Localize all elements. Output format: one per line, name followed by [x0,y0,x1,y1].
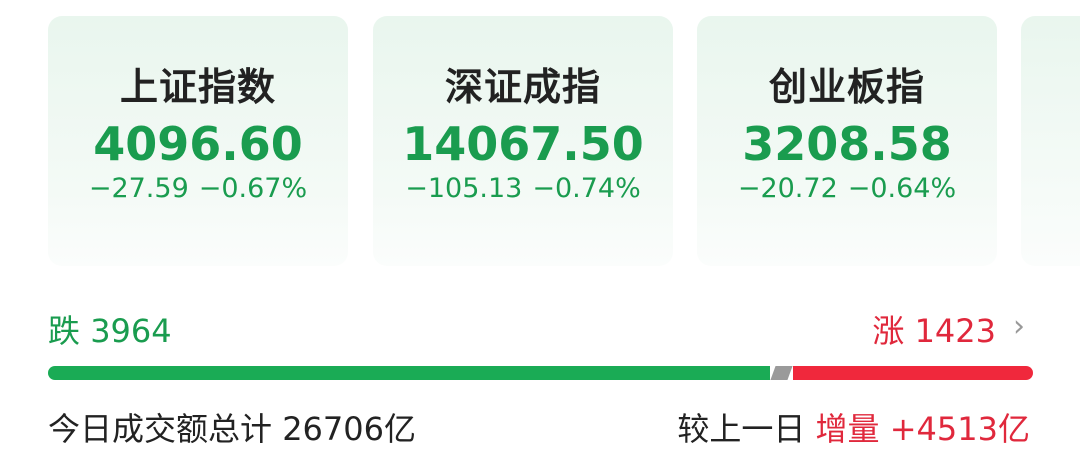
index-percent: −0.74% [532,173,641,204]
index-change: −20.72 [737,173,838,204]
turnover-value: 26706亿 [282,410,416,448]
index-price: 3208.58 [742,117,952,171]
index-percent: −0.64% [847,173,957,204]
breadth-bar-fall [48,366,770,380]
rise-label: 涨 [872,312,905,350]
index-card-sse[interactable]: 上证指数 4096.60 −27.59 −0.67% [48,16,348,266]
index-card-szse[interactable]: 深证成指 14067.50 −105.13 −0.74% [373,16,673,266]
rise-count[interactable]: 涨 1423 [872,306,996,352]
index-change: −105.13 [405,173,523,204]
compare-label: 较上一日 [677,410,806,448]
index-name: 上证指数 [119,65,276,109]
turnover-compare: 较上一日 增量 +4513亿 [677,404,1030,450]
fall-value: 3964 [90,312,172,350]
chevron-right-icon[interactable]: › [1013,309,1025,344]
index-name: 创业板指 [768,65,925,109]
index-price: 14067.50 [402,117,644,171]
fall-count: 跌 3964 [48,306,172,352]
index-price: 4096.60 [93,117,303,171]
index-name: 深证成指 [444,65,601,109]
rise-value: 1423 [914,312,996,350]
index-percent: −0.67% [198,173,308,204]
index-change: −27.59 [88,173,189,204]
turnover-label: 今日成交额总计 [48,410,273,448]
breadth-bar-flat [770,366,793,380]
fall-label: 跌 [48,312,81,350]
turnover-total: 今日成交额总计 26706亿 [48,404,416,450]
index-card-chinext[interactable]: 创业板指 3208.58 −20.72 −0.64% [697,16,997,266]
delta-value: +4513亿 [889,410,1030,448]
delta-label: 增量 [815,410,880,448]
index-card-partial[interactable] [1021,16,1080,266]
breadth-bar-rise [792,366,1033,380]
